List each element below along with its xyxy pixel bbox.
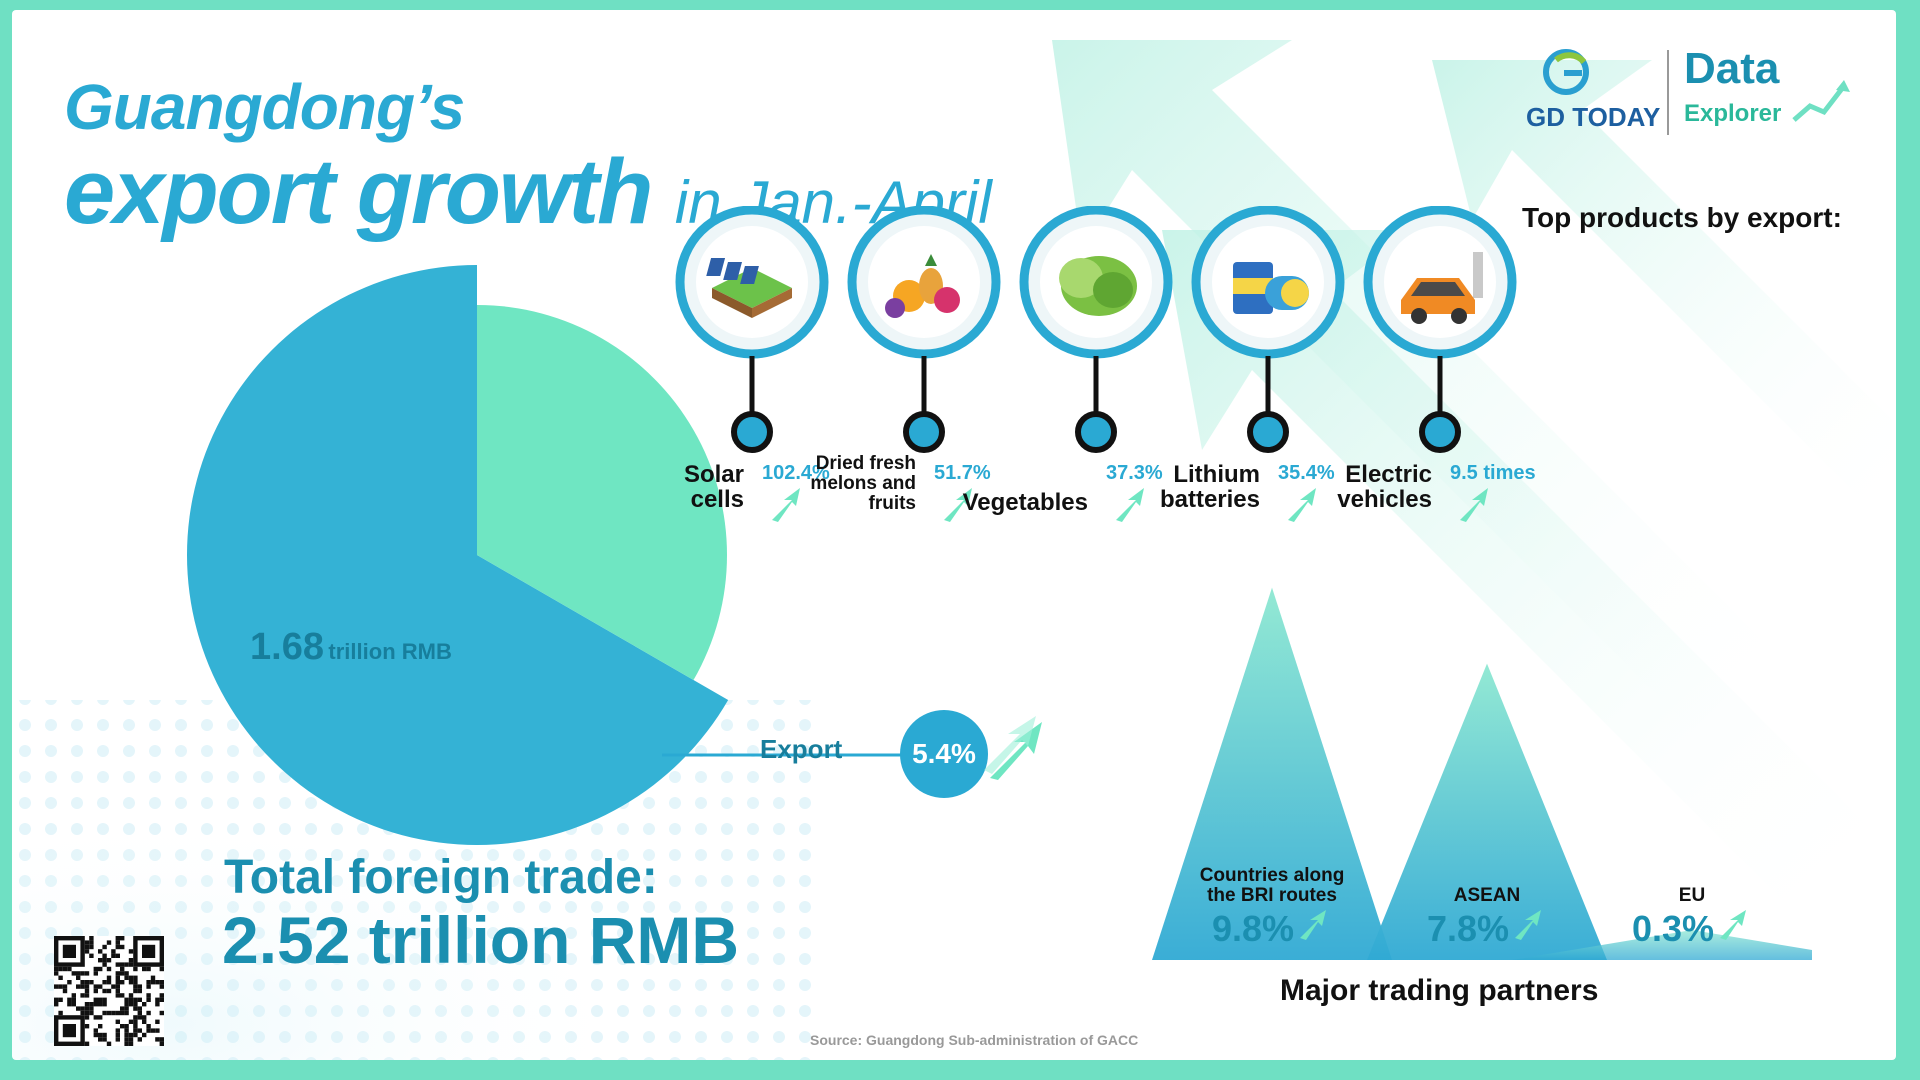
export-up-arrow-icon (984, 716, 1042, 780)
product-label: Dried fresh melons and fruits (810, 454, 916, 514)
qr-code-icon (54, 936, 164, 1046)
fruits-icon (847, 206, 1001, 453)
product-label-line: Dried fresh (815, 453, 916, 474)
title-bold: export growth (64, 141, 653, 243)
pie-slice-export (186, 265, 729, 845)
product-growth: 9.5 times (1450, 462, 1536, 484)
product-growth: 51.7% (934, 462, 991, 484)
electric-car-icon (1363, 206, 1517, 453)
growth-arrow-icon (772, 488, 800, 522)
logo-mark-icon (1543, 49, 1850, 135)
partner-growth: 9.8% (1212, 908, 1295, 949)
cabbage-icon (1019, 206, 1173, 453)
logo: GD TODAY Data Explorer (1526, 40, 1856, 150)
title-line1: Guangdong’s (64, 71, 465, 143)
product-label: Electric vehicles (1337, 461, 1432, 514)
export-growth-badge: 5.4% (900, 710, 988, 798)
logo-product-line1: Data (1684, 44, 1780, 93)
product-label: Solar cells (683, 461, 744, 514)
growth-arrow-icon (1460, 488, 1488, 522)
export-leader-line (662, 753, 912, 757)
source-note: Source: Guangdong Sub-administration of … (810, 1032, 1139, 1048)
growth-arrow-icon (944, 488, 972, 522)
growth-arrow-icon (1515, 910, 1541, 940)
growth-arrow-icon (1300, 910, 1326, 940)
partner-bar (1512, 930, 1812, 960)
partner-growth: 7.8% (1427, 908, 1510, 949)
product-label-line: fruits (868, 492, 917, 514)
infographic-frame: Guangdong’s export growth in Jan.-April … (12, 10, 1896, 1060)
product-growth: 37.3% (1106, 462, 1163, 484)
logo-brand: GD TODAY (1526, 102, 1661, 132)
pie-slice-other (477, 305, 727, 680)
partner-name: Countries along the BRI routes (1182, 866, 1362, 906)
product-label-line: Electric (1345, 461, 1432, 488)
product-label-line: cells (690, 486, 744, 514)
battery-icon (1191, 206, 1345, 453)
growth-arrow-icon (1720, 910, 1746, 940)
pie-export-label: 1.68 trillion RMB (250, 626, 452, 669)
partner-name-line: EU (1678, 885, 1706, 906)
growth-arrow-icon (1288, 488, 1316, 522)
product-label-line: vehicles (1337, 486, 1432, 514)
export-label: Export (760, 734, 843, 764)
partners-title: Major trading partners (1280, 974, 1599, 1007)
partner-name-line: ASEAN (1453, 885, 1521, 906)
total-foreign-trade-title: Total foreign trade: (224, 851, 658, 904)
partner-name-line: the BRI routes (1207, 884, 1337, 906)
product-label-line: Vegetables (962, 489, 1088, 516)
partner-name: EU (1602, 886, 1782, 906)
solar-panel-icon (675, 206, 829, 453)
product-growth: 102.4% (762, 462, 830, 484)
product-label-line: batteries (1159, 486, 1260, 514)
growth-arrow-icon (1116, 488, 1144, 522)
product-label-line: melons and (810, 472, 916, 494)
partner-bar (1367, 663, 1607, 960)
pie-export-value: 1.68 (250, 626, 324, 668)
pie-export-unit: trillion RMB (328, 639, 452, 664)
partner-name-line: Countries along (1199, 865, 1345, 886)
partner-growth: 0.3% (1632, 908, 1715, 949)
product-label: Lithium batteries (1159, 461, 1260, 514)
partner-bar (1152, 587, 1392, 960)
product-label-line: Lithium (1173, 461, 1260, 488)
product-growth: 35.4% (1278, 462, 1335, 484)
pie-chart (186, 265, 729, 845)
logo-product-line2: Explorer (1684, 100, 1782, 127)
product-label: Vegetables (963, 490, 1088, 515)
product-label-line: Solar (683, 461, 744, 488)
total-foreign-trade-value: 2.52 trillion RMB (222, 903, 740, 977)
partner-name: ASEAN (1397, 886, 1577, 906)
top-products-title: Top products by export: (1522, 202, 1842, 233)
partners-chart (1152, 587, 1812, 960)
